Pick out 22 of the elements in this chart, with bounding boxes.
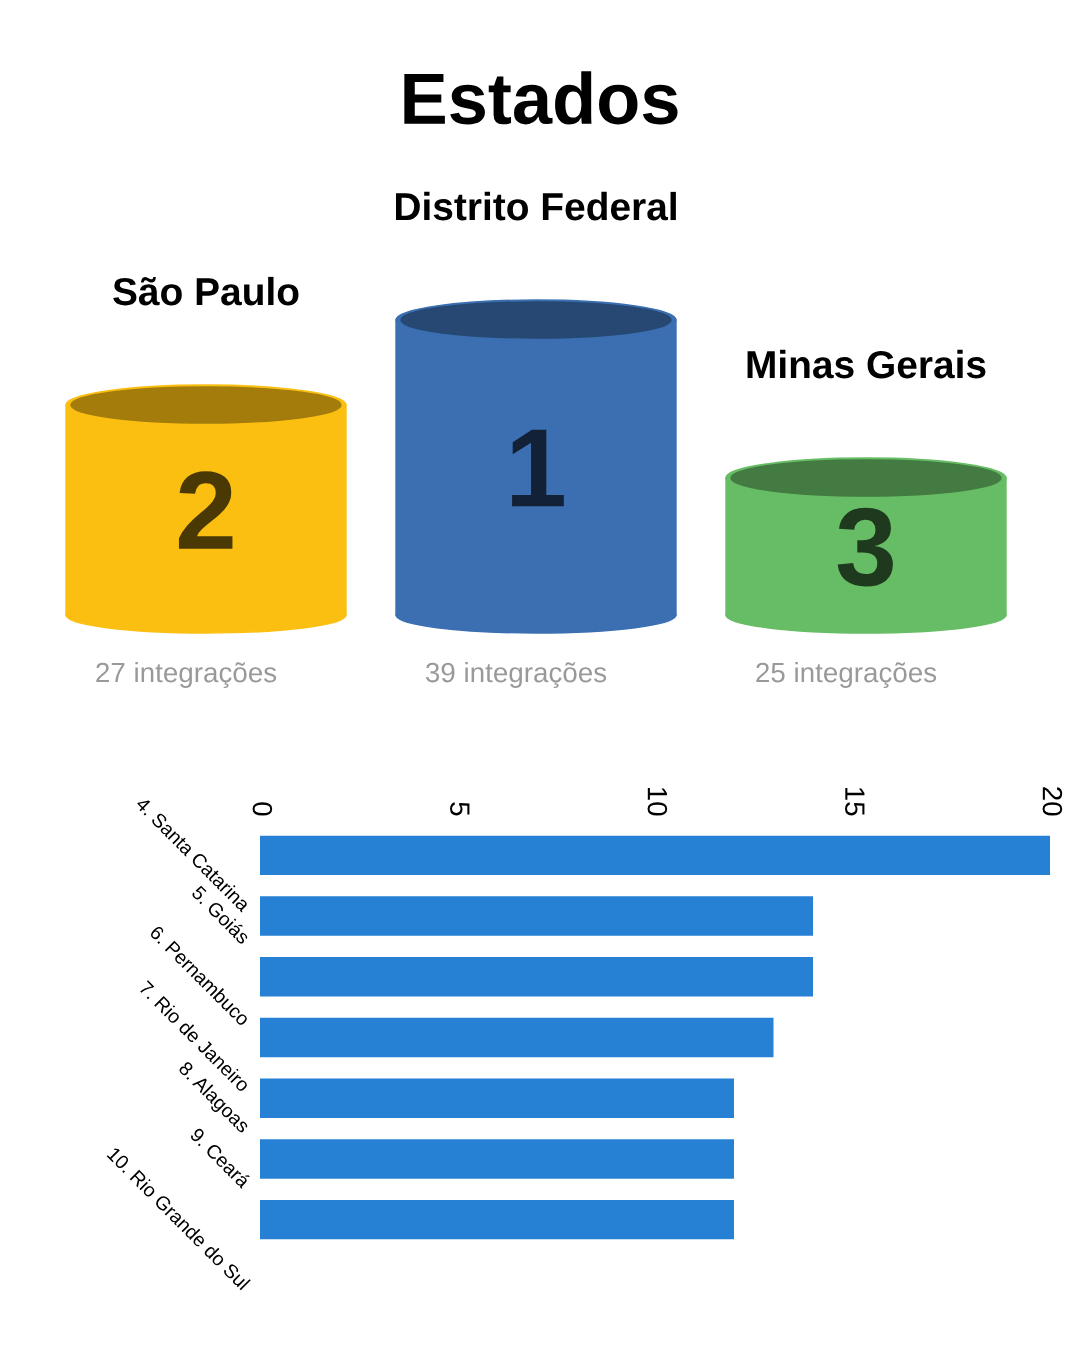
x-tick-label: 20 (1042, 787, 1063, 816)
text: 3 (837, 507, 893, 587)
x-tick-label: 10 (647, 787, 668, 816)
x-tick-label: 0 (252, 802, 273, 816)
category-label: Minas Gerais (747, 349, 986, 379)
category-label: São Paulo (113, 276, 299, 306)
text: Estados (404, 71, 678, 125)
bar (260, 1017, 774, 1058)
x-tick-label: 5 (450, 802, 470, 816)
text: 2 (178, 471, 233, 549)
data-label: 39 integrações (425, 661, 607, 689)
bar (260, 1078, 734, 1118)
category-label: Distrito Federal (395, 191, 676, 221)
data-label: 25 integrações (756, 661, 937, 689)
text: 1 (512, 429, 564, 507)
bar (260, 957, 813, 997)
bar (260, 1199, 734, 1240)
bar (260, 1139, 734, 1179)
x-tick-label: 15 (845, 787, 865, 816)
bar (260, 896, 813, 936)
bar (260, 835, 1050, 876)
data-label: 27 integrações (96, 661, 277, 689)
